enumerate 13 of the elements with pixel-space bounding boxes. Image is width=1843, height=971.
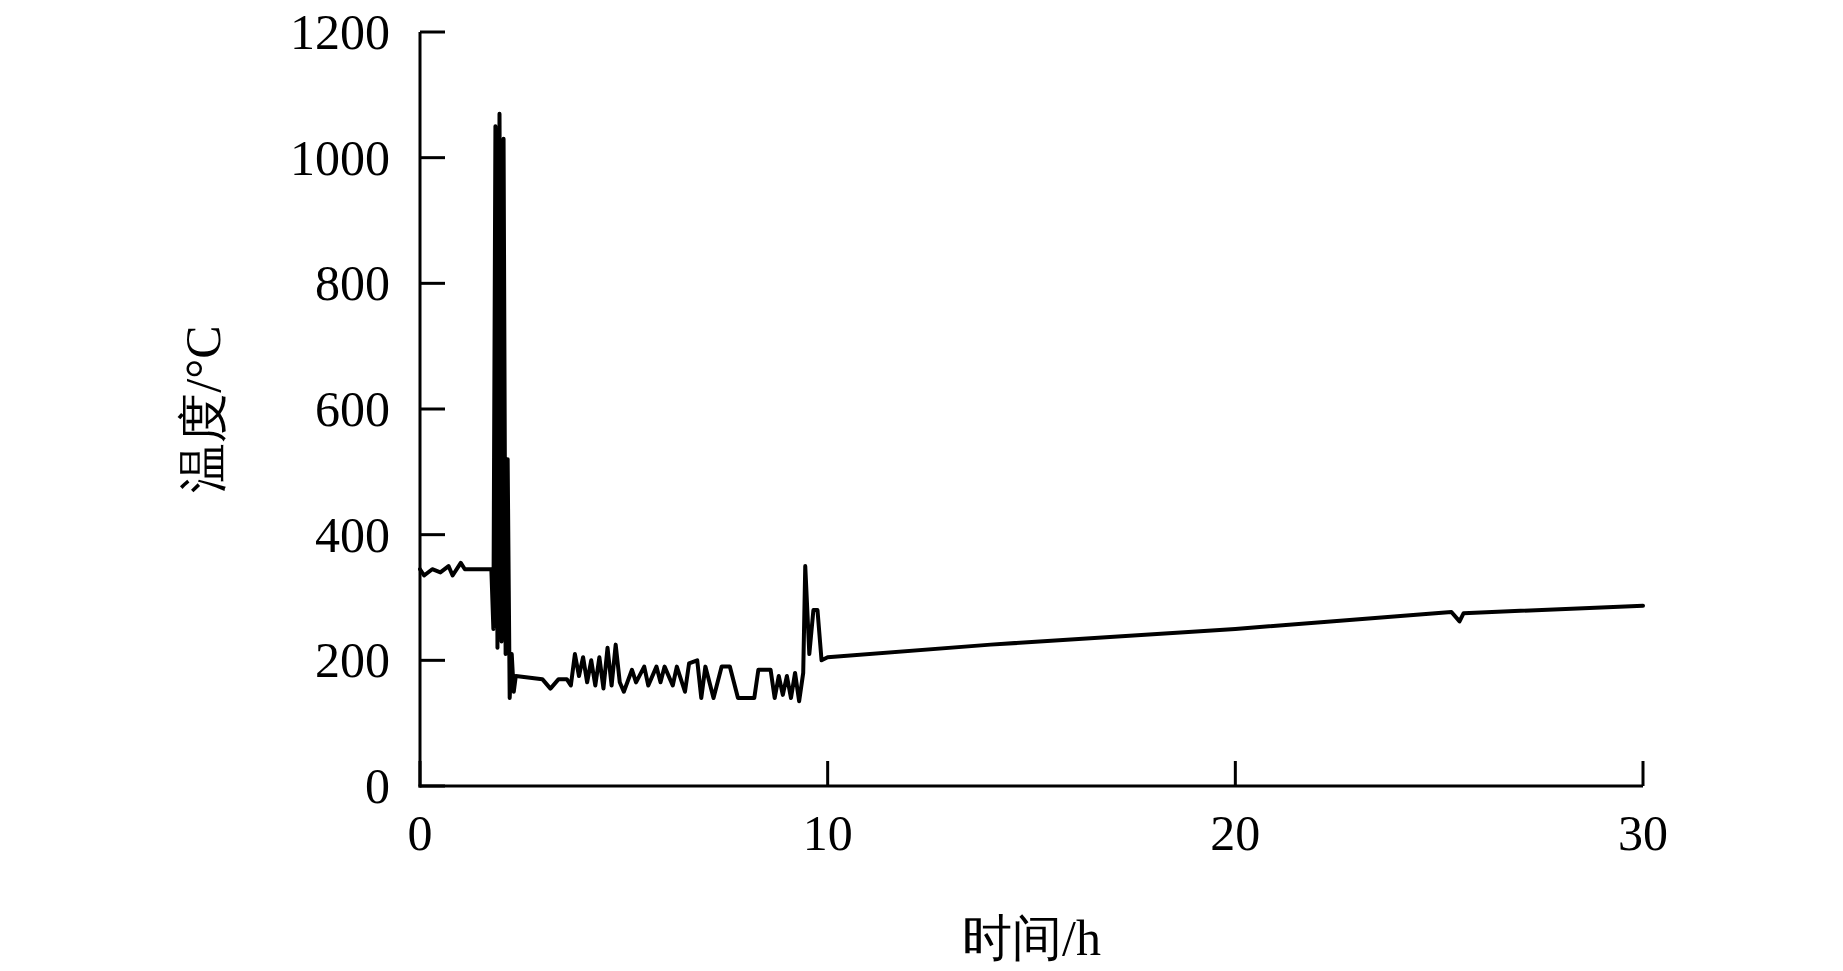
x-tick-label: 30 <box>1618 805 1668 861</box>
y-tick-label: 1200 <box>290 4 390 60</box>
y-tick-label: 200 <box>315 632 390 689</box>
y-tick-label: 1000 <box>290 129 390 186</box>
y-tick-label: 0 <box>365 758 390 814</box>
x-axis-title: 时间/h <box>962 910 1101 966</box>
x-tick-label: 0 <box>407 805 433 861</box>
y-tick-label: 600 <box>315 381 390 437</box>
y-tick-label: 800 <box>315 255 390 312</box>
y-axis-title: 温度/°C <box>175 325 231 493</box>
y-tick-label: 400 <box>315 506 390 563</box>
x-tick-label: 20 <box>1210 805 1261 861</box>
x-tick-label: 10 <box>802 805 853 861</box>
